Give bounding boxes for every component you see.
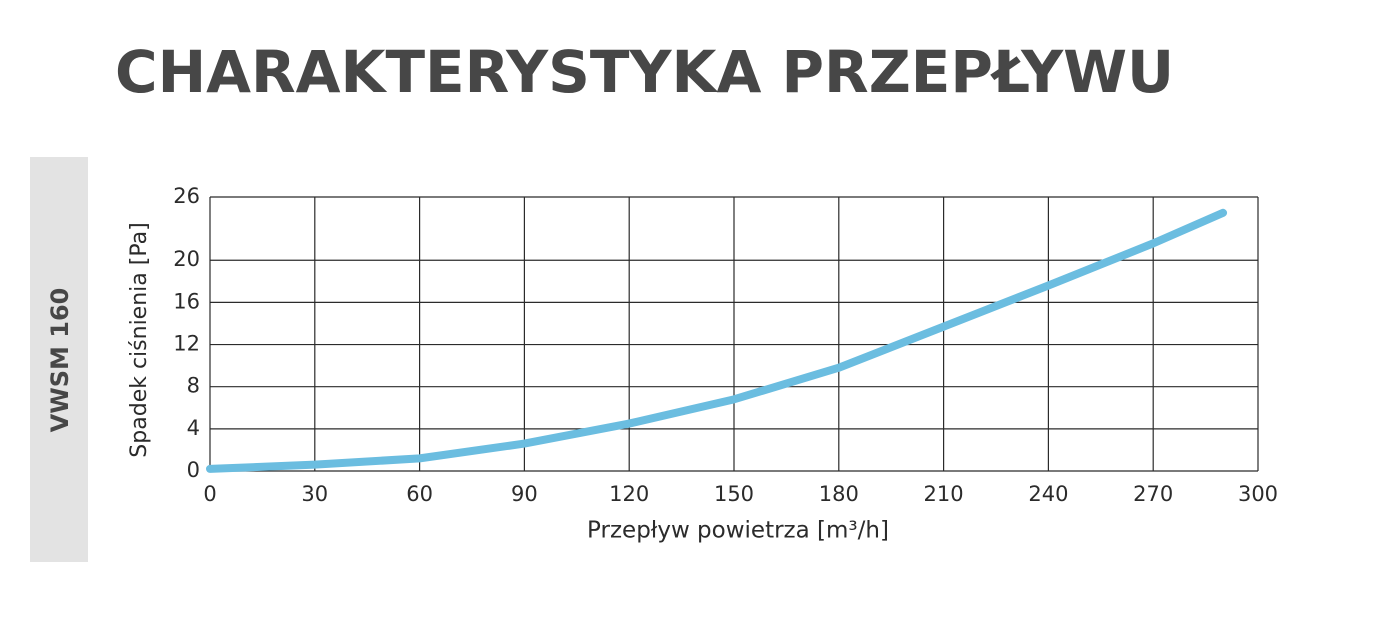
x-tick-label: 300 (1238, 482, 1278, 506)
sidebar (30, 157, 88, 562)
x-axis-label: Przepływ powietrza [m³/h] (587, 518, 889, 544)
y-axis-label: Spadek ciśnienia [Pa] (127, 222, 152, 457)
y-tick-label: 0 (187, 458, 200, 482)
x-tick-label: 240 (1028, 482, 1068, 506)
x-tick-label: 270 (1133, 482, 1173, 506)
y-tick-label: 16 (173, 289, 200, 313)
y-tick-label: 4 (187, 416, 200, 440)
x-tick-label: 120 (609, 482, 649, 506)
y-tick-label: 8 (187, 374, 200, 398)
y-tick-label: 26 (173, 184, 200, 208)
x-tick-label: 150 (714, 482, 754, 506)
data-line (206, 208, 1228, 473)
x-tick-label: 60 (406, 482, 433, 506)
x-tick-label: 0 (203, 482, 216, 506)
x-tick-label: 30 (301, 482, 328, 506)
sidebar-label: VWSM 160 (46, 288, 74, 433)
x-tick-label: 180 (819, 482, 859, 506)
chart-title: CHARAKTERYSTYKA PRZEPŁYWU (115, 38, 1174, 106)
y-tick-label: 20 (173, 247, 200, 271)
x-tick-label: 90 (511, 482, 538, 506)
y-tick-label: 12 (173, 332, 200, 356)
x-tick-label: 210 (924, 482, 964, 506)
